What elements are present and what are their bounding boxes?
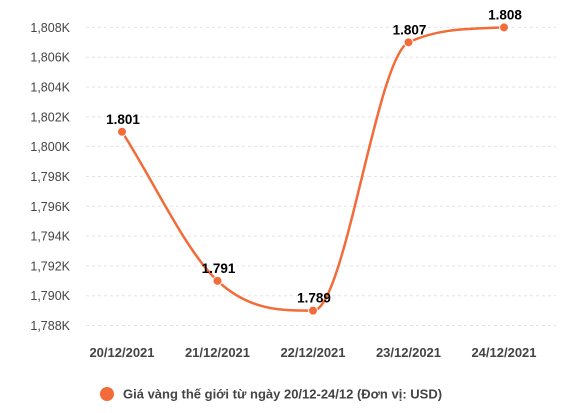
y-axis-ticks: 1,788K 1,790K 1,792K 1,794K 1,796K 1,798K 1,80… bbox=[30, 21, 70, 333]
data-label: 1.808 bbox=[488, 7, 522, 22]
series-line bbox=[120, 26, 505, 312]
y-tick-label: 1,804K bbox=[30, 81, 70, 95]
data-point bbox=[212, 275, 223, 286]
x-tick-label: 20/12/2021 bbox=[89, 345, 154, 360]
y-tick-label: 1,798K bbox=[30, 170, 70, 184]
y-tick-label: 1,800K bbox=[30, 140, 70, 154]
legend[interactable]: Giá vàng thế giới từ ngày 20/12-24/12 (Đ… bbox=[100, 387, 442, 402]
y-tick-label: 1,796K bbox=[30, 200, 70, 214]
x-tick-label: 22/12/2021 bbox=[280, 345, 345, 360]
y-tick-label: 1,794K bbox=[30, 230, 70, 244]
y-tick-label: 1,806K bbox=[30, 51, 70, 65]
legend-marker bbox=[100, 387, 114, 401]
gridlines bbox=[86, 26, 556, 327]
data-point bbox=[117, 126, 127, 137]
data-label: 1.807 bbox=[393, 22, 427, 37]
legend-label: Giá vàng thế giới từ ngày 20/12-24/12 (Đ… bbox=[123, 387, 442, 402]
x-tick-label: 24/12/2021 bbox=[471, 345, 536, 360]
x-axis-ticks: 20/12/2021 21/12/2021 22/12/2021 23/12/2021… bbox=[89, 345, 536, 360]
y-tick-label: 1,788K bbox=[30, 319, 70, 333]
y-tick-label: 1,790K bbox=[30, 289, 70, 303]
data-point bbox=[499, 22, 509, 33]
y-tick-label: 1,808K bbox=[30, 21, 70, 35]
data-label: 1.791 bbox=[202, 261, 236, 276]
x-tick-label: 23/12/2021 bbox=[376, 345, 441, 360]
x-tick-label: 21/12/2021 bbox=[185, 345, 250, 360]
y-tick-label: 1,792K bbox=[30, 259, 70, 273]
data-label: 1.801 bbox=[106, 112, 140, 127]
data-point bbox=[403, 37, 414, 48]
data-points bbox=[117, 22, 509, 316]
data-point bbox=[308, 305, 318, 316]
data-label: 1.789 bbox=[297, 291, 331, 306]
y-tick-label: 1,802K bbox=[30, 110, 70, 124]
data-labels: 1.801 1.791 1.789 1.807 1.808 bbox=[106, 7, 522, 305]
